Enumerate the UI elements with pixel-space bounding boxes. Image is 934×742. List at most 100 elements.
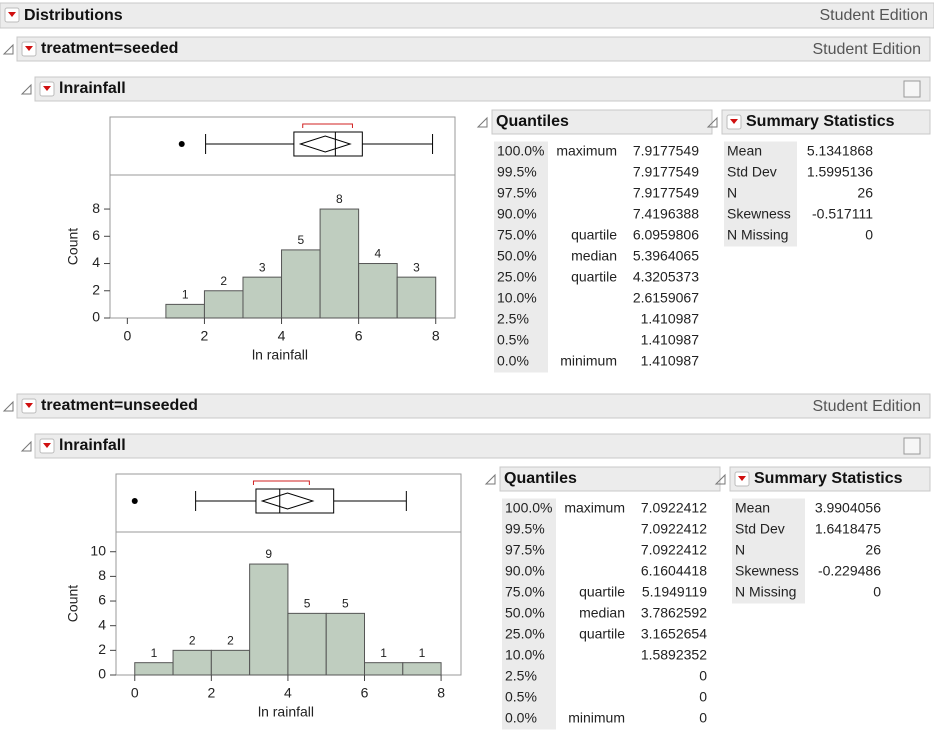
stat-value: 26 [857,185,873,201]
quantile-value: 3.7862592 [641,605,707,621]
quantile-pct: 50.0% [505,605,545,621]
bar-label: 1 [182,288,189,302]
quantile-label: median [571,248,617,264]
menu-arrow [8,12,16,17]
quantile-value: 6.1604418 [641,563,707,579]
disclosure-toggle[interactable] [2,43,14,55]
disclosure-toggle[interactable] [20,83,32,95]
stat-label: Mean [727,143,762,159]
stat-value: -0.229486 [818,563,881,579]
menu-arrow [738,476,746,481]
stat-label: N [735,542,745,558]
options-icon[interactable] [903,80,921,98]
quantile-label: median [579,605,625,621]
quantile-value: 5.3964065 [633,248,699,264]
bar-label: 1 [419,646,426,660]
quantile-label: minimum [568,710,625,726]
quantile-pct: 90.0% [505,563,545,579]
header-bar [729,466,931,492]
quantile-value: 7.0922412 [641,500,707,516]
x-tick-label: 4 [278,328,286,344]
quantile-value: 1.410987 [641,353,700,369]
quantile-value: 2.6159067 [633,290,699,306]
cell-bg [494,141,548,163]
histogram-bar [134,662,174,676]
y-tick-label: 6 [98,592,106,608]
cell-bg [724,225,797,247]
histogram-bar [165,303,205,319]
outlier [178,141,185,147]
disclosure-toggle[interactable] [706,116,718,128]
histogram-bar [319,208,360,319]
cell-bg [732,582,805,604]
cell-bg [494,225,548,247]
quantile-label: maximum [556,143,617,159]
x-tick-label: 0 [131,685,139,701]
histogram-bar [287,612,327,676]
cell-bg [502,624,556,646]
quantile-pct: 99.5% [505,521,545,537]
shortest-half [302,123,353,128]
quantile-pct: 25.0% [497,269,537,285]
y-axis-label: Count [65,228,81,265]
stat-value: -0.517111 [812,206,873,222]
x-tick-label: 6 [361,685,369,701]
quantile-pct: 10.0% [505,647,545,663]
quantile-pct: 75.0% [505,584,545,600]
options-icon[interactable] [903,437,921,455]
cell-bg [494,330,548,352]
quantile-value: 1.5892352 [641,647,707,663]
histogram-bar [325,612,366,676]
cell-bg [732,561,805,583]
cell-bg [502,519,556,541]
cell-bg [502,708,556,730]
quantile-pct: 2.5% [505,668,537,684]
x-axis-label: ln rainfall [252,347,308,363]
bar-label: 3 [413,260,420,274]
stat-label: Skewness [727,206,791,222]
cell-bg [724,162,797,184]
histogram-bar [358,263,398,319]
quantile-value: 4.3205373 [633,269,699,285]
quantile-pct: 0.5% [497,332,529,348]
header-bar [721,109,931,135]
header-bar [499,466,721,492]
stat-label: N Missing [727,227,788,243]
quantile-value: 0 [699,689,707,705]
cell-bg [502,540,556,562]
y-tick-label: 8 [98,567,106,583]
header-bar [0,2,934,29]
bar-label: 1 [151,646,158,660]
quantile-value: 7.0922412 [641,521,707,537]
cell-bg [724,141,797,163]
x-axis-label: ln rainfall [258,704,314,720]
cell-bg [732,540,805,562]
y-axis-label: Count [65,585,81,622]
quantile-label: quartile [579,584,625,600]
quantile-value: 7.9177549 [633,143,699,159]
quantile-pct: 2.5% [497,311,529,327]
bar-label: 2 [227,634,234,648]
cell-bg [494,351,548,373]
x-tick-label: 8 [432,328,440,344]
stat-label: N Missing [735,584,796,600]
disclosure-toggle[interactable] [484,473,496,485]
disclosure-toggle[interactable] [476,116,488,128]
group-title: treatment=seeded [41,40,178,57]
header-bar [34,76,931,102]
y-tick-label: 4 [92,254,100,270]
disclosure-toggle[interactable] [2,400,14,412]
cell-bg [494,267,548,289]
mean-diamond [298,135,352,153]
y-tick-label: 8 [92,200,100,216]
menu-arrow [730,119,738,124]
quantile-value: 7.9177549 [633,185,699,201]
quantile-value: 1.410987 [641,311,700,327]
disclosure-toggle[interactable] [20,440,32,452]
cell-bg [502,666,556,688]
disclosure-toggle[interactable] [714,473,726,485]
quantile-value: 0 [699,668,707,684]
cell-bg [502,582,556,604]
